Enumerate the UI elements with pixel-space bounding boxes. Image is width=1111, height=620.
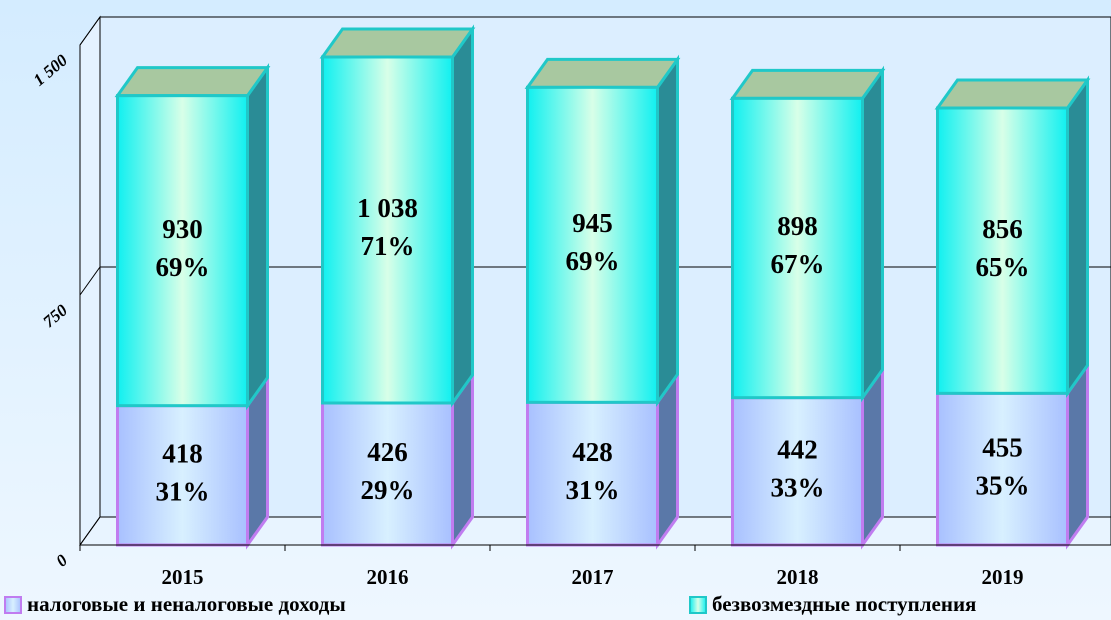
share-label: 29% <box>361 475 415 505</box>
bar <box>116 94 249 408</box>
bar-top <box>934 78 1091 110</box>
x-tick-label: 2015 <box>162 565 204 589</box>
x-tick-label: 2016 <box>367 565 409 589</box>
bar-side <box>656 54 679 408</box>
share-label: 65% <box>976 252 1030 282</box>
bar <box>731 396 864 547</box>
bar-side <box>861 65 884 403</box>
value-label: 418 <box>162 439 203 469</box>
share-label: 31% <box>566 475 620 505</box>
legend-label: безвозмездные поступления <box>712 592 976 616</box>
share-label: 33% <box>771 473 825 503</box>
share-label: 69% <box>156 252 210 282</box>
bar-top <box>524 57 681 89</box>
bar <box>526 400 659 547</box>
bar-top <box>114 66 271 98</box>
share-label: 69% <box>566 246 620 276</box>
value-label: 442 <box>777 435 818 465</box>
value-label: 428 <box>572 437 613 467</box>
bar <box>321 55 454 405</box>
bar-side <box>246 62 269 411</box>
share-label: 31% <box>156 477 210 507</box>
share-label: 67% <box>771 249 825 279</box>
bar <box>936 391 1069 547</box>
value-label: 856 <box>982 214 1023 244</box>
x-tick-label: 2017 <box>572 565 614 589</box>
bar <box>116 404 249 547</box>
legend-swatch <box>4 596 22 614</box>
bar-top <box>729 68 886 100</box>
legend-label: налоговые и неналоговые доходы <box>27 592 346 616</box>
x-tick-label: 2019 <box>982 565 1024 589</box>
bar-side <box>1066 75 1089 399</box>
share-label: 35% <box>976 470 1030 500</box>
grid-line <box>79 16 1111 46</box>
bar-side <box>451 24 474 408</box>
value-label: 898 <box>777 211 818 241</box>
bar <box>731 96 864 400</box>
value-label: 1 038 <box>357 193 418 223</box>
x-tick-label: 2018 <box>777 565 819 589</box>
value-label: 426 <box>367 437 408 467</box>
value-label: 455 <box>982 432 1023 462</box>
bar-side <box>1066 360 1089 550</box>
bar <box>526 85 659 404</box>
share-label: 71% <box>361 231 415 261</box>
value-label: 930 <box>162 214 203 244</box>
bar-top <box>319 27 476 59</box>
value-label: 945 <box>572 208 613 238</box>
bar <box>321 401 454 547</box>
bar <box>936 106 1069 395</box>
legend-swatch <box>689 596 707 614</box>
